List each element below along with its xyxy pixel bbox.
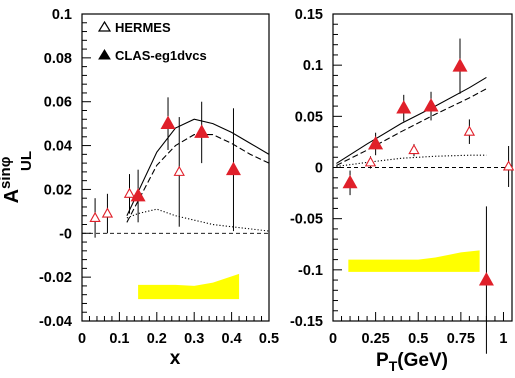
right-data-points: [342, 38, 515, 354]
model-curve-solid: [126, 118, 270, 216]
x-tick-label: 0.5: [259, 331, 279, 347]
left-systematic-band: [138, 273, 240, 300]
right-axis-ticks: 0 0.25 0.5 0.75 1 -0.15 -0.1 -0.05 0 0.05 0.1 0.15: [290, 7, 513, 347]
right-panel: 0 0.25 0.5 0.75 1-0.15-0.1-0.0500.050.10.15 …: [290, 7, 515, 374]
y-tick-label: 0.02: [44, 182, 72, 198]
clas-data-point: [423, 98, 439, 112]
clas-data-point: [225, 161, 241, 176]
y-tick-label: -0.02: [39, 270, 72, 286]
legend-filled-triangle-marker: [98, 49, 111, 60]
legend: HERMES CLAS-eg1dvcs: [97, 20, 207, 63]
y-tick-label: 0.1: [52, 7, 72, 23]
y-axis-title-subscript: UL: [18, 151, 35, 171]
hermes-data-point: [173, 165, 185, 176]
systematic-band-area: [138, 273, 240, 300]
hermes-data-point: [123, 187, 136, 198]
clas-data-point: [160, 115, 176, 130]
hermes-data-point: [89, 211, 101, 222]
x-axis-title-main: P: [376, 350, 389, 371]
clas-data-point: [478, 272, 494, 286]
model-curve-solid: [336, 76, 487, 164]
x-tick-label: 0.1: [109, 331, 129, 347]
y-tick-label: 0.15: [295, 7, 323, 23]
x-tick-label: 0.4: [222, 331, 242, 347]
left-x-axis-title: x: [170, 348, 181, 369]
y-tick-label: 0.04: [44, 139, 72, 155]
y-tick-label: 0: [315, 161, 323, 177]
right-model-curves: [333, 76, 512, 168]
x-tick-label: 1: [499, 331, 507, 347]
systematic-band-area: [348, 250, 480, 272]
y-tick-label: -0.1: [298, 263, 323, 279]
x-tick-label: 0: [78, 331, 86, 347]
hermes-data-point: [502, 160, 515, 171]
clas-data-point: [452, 58, 468, 72]
svg-text:Asinφ: Asinφ: [0, 156, 23, 203]
right-x-axis-title: PT(GeV): [376, 350, 448, 374]
y-tick-label: 0.06: [44, 95, 72, 111]
clas-data-point: [130, 187, 146, 202]
x-axis-title-subscript: T: [389, 358, 398, 374]
hermes-data-point: [101, 207, 114, 218]
x-tick-label: 0.5: [408, 331, 428, 347]
model-curve-dashed: [336, 88, 487, 166]
model-curve-dotted: [126, 208, 270, 232]
hermes-data-point: [463, 125, 476, 136]
clas-data-point: [368, 135, 384, 150]
left-y-axis-title: Asinφ UL: [0, 151, 35, 203]
y-axis-title-superscript: sinφ: [0, 156, 14, 189]
y-tick-label: 0.05: [295, 109, 323, 125]
x-tick-label: 0.25: [362, 331, 390, 347]
y-tick-label: 0.1: [303, 58, 323, 74]
y-tick-label: -0.05: [290, 212, 323, 228]
clas-data-point: [342, 174, 358, 189]
y-tick-label: -0.04: [39, 314, 72, 330]
clas-data-point: [396, 100, 412, 114]
y-tick-label: -0.15: [290, 314, 323, 330]
x-axis-title-unit: (GeV): [397, 350, 448, 371]
model-curve-dashed: [126, 134, 270, 223]
hermes-data-point: [364, 156, 377, 167]
legend-open-triangle-marker: [97, 20, 112, 32]
x-tick-label: 0.75: [447, 331, 475, 347]
clas-data-point: [194, 124, 210, 138]
legend-label-clas: CLAS-eg1dvcs: [115, 48, 207, 63]
hermes-data-point: [408, 143, 420, 155]
left-axis-ticks: 0 0.1 0.2 0.3 0.4 0.5 -0.04 -0.02 -0 0.02 0.04 0.06…: [39, 7, 279, 347]
model-curve-dotted: [336, 154, 487, 168]
left-plot-frame: [81, 13, 270, 322]
left-panel: 0 0.1 0.2 0.3 0.4 0.5 -0.04 -0.02 -0 0.02 0.04 0.06…: [0, 7, 279, 369]
y-axis-title-main: A: [1, 189, 23, 203]
right-systematic-band: [348, 250, 480, 272]
y-tick-label: 0.08: [44, 51, 72, 67]
left-data-points: [89, 97, 241, 238]
y-tick-label: -0: [59, 226, 72, 242]
legend-label-hermes: HERMES: [115, 20, 171, 35]
x-tick-label: 0: [329, 331, 337, 347]
x-tick-label: 0.2: [147, 331, 167, 347]
x-tick-label: 0.3: [184, 331, 204, 347]
